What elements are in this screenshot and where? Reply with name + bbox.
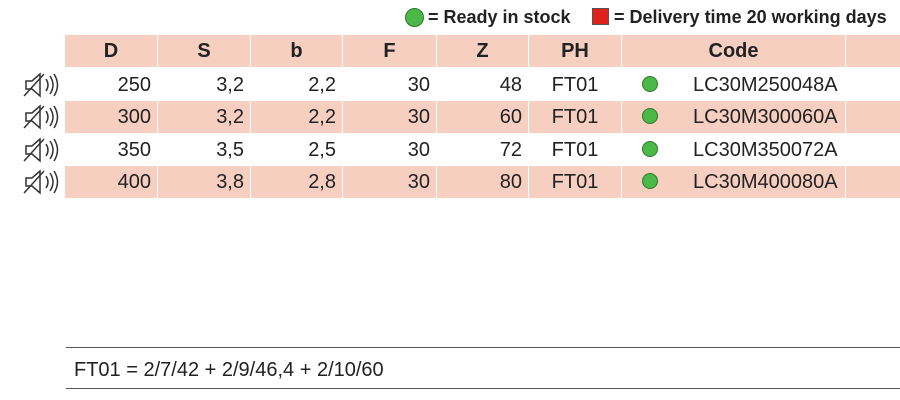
- header-cell: b: [251, 35, 342, 67]
- data-cell: 60: [437, 101, 528, 133]
- data-cell: 250: [117, 74, 151, 96]
- code-cell: LC30M250048A: [693, 74, 838, 96]
- data-cell: 30: [343, 101, 436, 133]
- header-cell: PH: [529, 35, 621, 67]
- header-cell-empty: [846, 35, 900, 67]
- header-cell: Z: [437, 35, 528, 67]
- data-cell: 30: [407, 139, 430, 161]
- legend-ready: = Ready in stock: [428, 7, 571, 27]
- data-cell: 3,2: [216, 74, 244, 96]
- code-cell: LC30M350072A: [693, 139, 838, 161]
- data-cell: 2,8: [251, 166, 342, 198]
- data-cell: 30: [407, 74, 430, 96]
- legend-delivery: = Delivery time 20 working days: [614, 7, 887, 27]
- data-cell: FT01: [529, 101, 621, 133]
- data-cell: 400: [65, 166, 157, 198]
- data-cell: FT01: [551, 74, 599, 96]
- data-cell: 300: [65, 101, 157, 133]
- data-cell: 2,5: [308, 139, 336, 161]
- data-cell: FT01: [551, 139, 599, 161]
- header-cell: S: [158, 35, 250, 67]
- noise-icon: [23, 169, 59, 195]
- empty-cell: [846, 69, 900, 101]
- data-cell: 3,8: [158, 166, 250, 198]
- code-cell: LC30M400080A: [622, 166, 845, 198]
- data-cell: 30: [343, 166, 436, 198]
- data-cell: 3,2: [158, 101, 250, 133]
- noise-icon: [23, 104, 59, 130]
- empty-cell: [846, 101, 900, 133]
- footnote: FT01 = 2/7/42 + 2/9/46,4 + 2/10/60: [74, 359, 384, 381]
- header-cell: F: [343, 35, 436, 67]
- code-cell: LC30M300060A: [622, 101, 845, 133]
- data-cell: 2,2: [251, 101, 342, 133]
- noise-icon: [23, 72, 59, 98]
- header-cell: D: [65, 35, 157, 67]
- data-cell: 350: [117, 139, 151, 161]
- legend-red-square: [592, 8, 609, 25]
- stock-status-dot: [642, 141, 658, 157]
- legend-green-dot: [405, 8, 424, 27]
- noise-icon: [23, 137, 59, 163]
- data-cell: 2,2: [308, 74, 336, 96]
- data-cell: 80: [437, 166, 528, 198]
- data-cell: 48: [499, 74, 522, 96]
- data-cell: 3,5: [216, 139, 244, 161]
- footnote-bottom-rule: [66, 388, 900, 389]
- data-cell: FT01: [529, 166, 621, 198]
- stock-status-dot: [642, 76, 658, 92]
- empty-cell: [846, 134, 900, 166]
- data-cell: 72: [499, 139, 522, 161]
- empty-cell: [846, 166, 900, 198]
- stock-status-dot: [642, 173, 658, 189]
- header-cell: Code: [622, 35, 845, 67]
- stock-status-dot: [642, 108, 658, 124]
- footnote-top-rule: [66, 347, 900, 348]
